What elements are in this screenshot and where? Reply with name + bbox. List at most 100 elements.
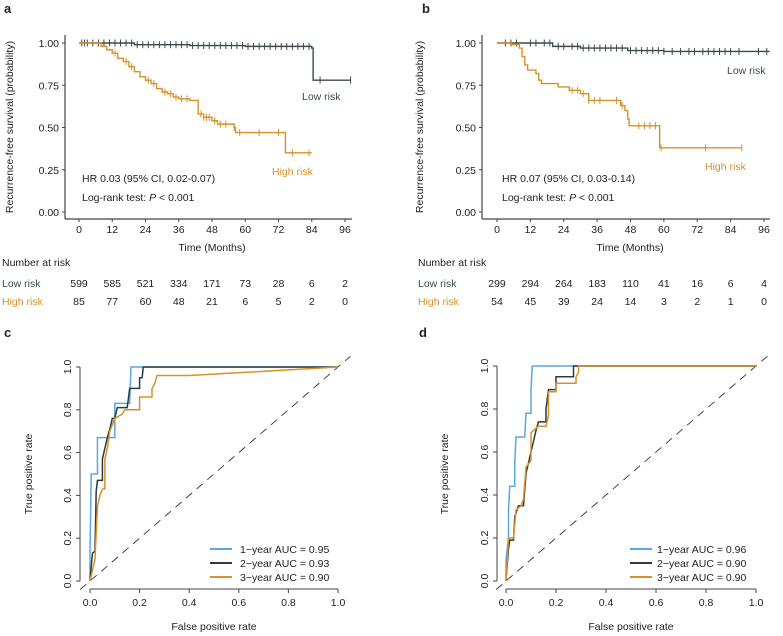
y-tick-label: 1.0: [479, 359, 491, 374]
reference-diagonal: [79, 355, 351, 590]
panel-label-a: a: [4, 1, 12, 16]
risk-table-value: 2: [342, 278, 348, 290]
risk-table-value: 39: [558, 296, 570, 308]
x-tick-label: 72: [691, 224, 703, 236]
x-tick-label: 0.2: [549, 597, 564, 609]
y-tick-label: 1.0: [62, 360, 74, 375]
panel-label-c: c: [4, 325, 11, 340]
roc-curve-1-year: [505, 365, 756, 581]
y-tick-label: 0.25: [39, 165, 60, 177]
risk-table-value: 54: [491, 296, 503, 308]
x-tick-label: 84: [306, 224, 318, 236]
y-tick-label: 0.4: [62, 488, 74, 503]
roc-curve-2-year: [89, 366, 338, 582]
risk-table-b-low-label: Low risk: [418, 278, 457, 290]
logrank-suffix: < 0.001: [576, 192, 614, 204]
plot-a: 0.000.250.500.751.000 12 24 36 48 60 72 84 96599…: [39, 35, 352, 308]
y-tick-label: 0.0: [479, 574, 491, 589]
legend-entry: 1−year AUC = 0.95: [240, 544, 329, 556]
roc-d-xlabel: False positive rate: [588, 621, 673, 633]
roc-c-xlabel: False positive rate: [171, 621, 256, 633]
y-tick-label: 0.75: [456, 80, 477, 92]
x-tick-label: 60: [239, 224, 251, 236]
logrank-suffix: < 0.001: [156, 192, 194, 204]
risk-table-value: 3: [661, 296, 667, 308]
risk-table-value: 585: [103, 278, 121, 290]
logrank-prefix: Log-rank test:: [502, 192, 569, 204]
x-tick-label: 36: [173, 224, 185, 236]
km-b-logrank-text: Log-rank test: P < 0.001: [502, 192, 615, 204]
roc-curve-3-year: [89, 366, 339, 582]
roc-c-ylabel: True positive rate: [23, 433, 35, 514]
x-tick-label: 48: [625, 224, 637, 236]
risk-table-value: 2: [309, 296, 315, 308]
risk-table-value: 599: [70, 278, 88, 290]
x-tick-label: 0: [494, 224, 500, 236]
km-a-xlabel: Time (Months): [178, 242, 245, 254]
risk-table-value: 85: [73, 296, 85, 308]
y-tick-label: 0.8: [479, 402, 491, 417]
risk-table-value: 21: [206, 296, 218, 308]
risk-table-b-high-label: High risk: [418, 296, 460, 308]
risk-table-value: 73: [239, 278, 251, 290]
survival-curve-high-risk: [79, 42, 312, 154]
risk-table-value: 5: [276, 296, 282, 308]
x-tick-label: 72: [273, 224, 285, 236]
y-tick-label: 0.8: [62, 402, 74, 417]
legend-entry: 3−year AUC = 0.90: [240, 572, 329, 584]
risk-table-value: 334: [170, 278, 188, 290]
y-tick-label: 0.75: [39, 80, 60, 92]
km-b-high-risk-label: High risk: [705, 161, 747, 173]
risk-table-value: 24: [591, 296, 603, 308]
x-tick-label: 24: [558, 224, 570, 236]
roc-curve-1-year: [89, 366, 338, 581]
reference-diagonal: [495, 354, 769, 590]
plot-b: 0.000.250.500.751.000 12 24 36 48 60 72 84 96299…: [456, 35, 770, 308]
km-a-hr-text: HR 0.03 (95% CI, 0.02-0.07): [82, 173, 215, 185]
roc-curve-3-year: [505, 365, 756, 582]
x-tick-label: 96: [339, 224, 351, 236]
risk-table-value: 264: [555, 278, 573, 290]
risk-table-value: 45: [525, 296, 537, 308]
roc-c-legend: 1−year AUC = 0.95 2−year AUC = 0.93 3−ye…: [240, 544, 329, 584]
risk-table-value: 299: [488, 278, 506, 290]
risk-table-value: 4: [761, 278, 767, 290]
panel-label-b: b: [422, 1, 430, 16]
plot-c: 0.0 0.2 0.4 0.6 0.8 1.0 0.0 0.2 0.4 0.6 0.8 1.0: [62, 355, 351, 609]
x-tick-label: 36: [591, 224, 603, 236]
x-tick-label: 0.4: [599, 597, 614, 609]
y-tick-label: 0.25: [456, 165, 477, 177]
p-symbol: P: [149, 192, 156, 204]
x-tick-label: 1.0: [331, 597, 346, 609]
roc-d-ylabel: True positive rate: [439, 433, 451, 514]
x-tick-label: 0.8: [281, 597, 296, 609]
risk-table-a-high-label: High risk: [2, 296, 44, 308]
km-a-ylabel: Recurrence-free survival (probability): [4, 41, 16, 213]
x-tick-label: 0.8: [699, 597, 714, 609]
survival-curve-low-risk: [79, 42, 351, 81]
risk-table-value: 41: [658, 278, 670, 290]
panel-label-d: d: [419, 325, 427, 340]
x-tick-label: 0.6: [231, 597, 246, 609]
legend-entry: 2−year AUC = 0.93: [240, 558, 329, 570]
km-a-logrank-text: Log-rank test: P < 0.001: [82, 192, 195, 204]
risk-table-value: 110: [622, 278, 639, 290]
risk-table-value: 6: [309, 278, 315, 290]
risk-table-a-low-label: Low risk: [2, 278, 41, 290]
y-tick-label: 0.2: [62, 531, 74, 546]
risk-table-value: 2: [694, 296, 700, 308]
y-tick-label: 0.50: [39, 123, 60, 135]
x-tick-label: 0.6: [649, 597, 664, 609]
legend-entry: 3−year AUC = 0.90: [657, 572, 746, 584]
survival-curve-high-risk: [497, 42, 742, 149]
risk-table-value: 16: [691, 278, 703, 290]
risk-table-value: 14: [625, 296, 637, 308]
risk-table-a-title: Number at risk: [2, 257, 71, 269]
logrank-prefix: Log-rank test:: [82, 192, 149, 204]
x-tick-label: 1.0: [749, 597, 764, 609]
x-tick-label: 96: [758, 224, 770, 236]
risk-table-value: 1: [728, 296, 734, 308]
survival-curve-low-risk: [497, 42, 770, 53]
y-tick-label: 1.00: [456, 38, 477, 50]
